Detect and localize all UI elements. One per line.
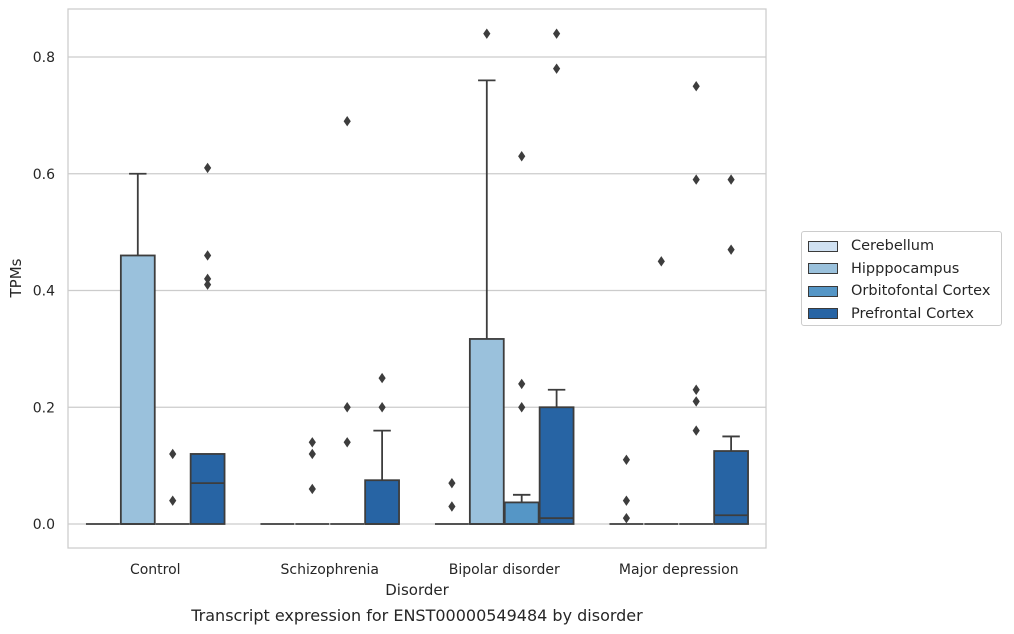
outlier-point — [343, 402, 351, 413]
box-body — [364, 479, 400, 525]
y-tick-labels: 0.0 0.2 0.4 0.6 0.8 — [33, 50, 55, 533]
box — [119, 172, 156, 525]
outlier-point — [518, 402, 526, 413]
outlier-point — [622, 454, 630, 465]
x-tick-label: Bipolar disorder — [449, 562, 560, 578]
outlier-point — [622, 495, 630, 506]
outlier-point — [657, 256, 665, 267]
legend-label-cerebellum: Cerebellum — [851, 238, 935, 255]
box-body — [119, 254, 156, 525]
outlier-point — [692, 425, 700, 436]
legend-swatch-prefrontal — [808, 308, 838, 320]
legend-swatch-hippocampus — [808, 263, 838, 275]
x-tick-label: Major depression — [619, 562, 739, 578]
x-tick-label: Schizophrenia — [281, 562, 379, 578]
outlier-point — [308, 483, 316, 495]
box — [503, 493, 540, 525]
outlier-point — [169, 448, 177, 460]
outlier-point — [518, 378, 526, 390]
x-tick-labels: Control Schizophrenia Bipolar disorder Majo… — [130, 562, 739, 578]
legend: Cerebellum Hipppocampus Orbitofontal Cor… — [801, 231, 1002, 326]
y-tick-label: 0.0 — [33, 517, 55, 533]
box — [364, 429, 400, 525]
boxes — [85, 79, 749, 525]
outlier-point — [378, 372, 386, 384]
chart-caption: Transcript expression for ENST0000054948… — [191, 606, 643, 625]
y-axis-label: TPMs — [7, 258, 25, 298]
legend-item-cerebellum: Cerebellum — [808, 235, 1001, 258]
outlier-point — [448, 501, 456, 512]
y-tick-label: 0.2 — [33, 400, 55, 416]
legend-item-hippocampus: Hipppocampus — [808, 258, 1001, 281]
outlier-point — [692, 384, 700, 395]
y-tick-label: 0.6 — [33, 167, 55, 183]
outlier-point — [553, 28, 561, 39]
outlier-point — [169, 495, 177, 506]
legend-swatch-cerebellum — [808, 240, 838, 252]
outlier-point — [378, 402, 386, 413]
y-tick-label: 0.4 — [33, 284, 55, 300]
box-body — [189, 453, 226, 525]
box-body — [468, 338, 505, 525]
x-tick-label: Control — [130, 562, 181, 578]
legend-label-prefrontal: Prefrontal Cortex — [851, 305, 974, 322]
outlier-point — [692, 396, 700, 407]
outlier-point — [622, 512, 630, 524]
outlier-point — [308, 437, 316, 448]
outlier-point — [553, 63, 561, 74]
legend-swatch-orbitofrontal — [808, 285, 838, 297]
legend-item-orbitofrontal: Orbitofontal Cortex — [808, 280, 1001, 303]
outlier-point — [204, 162, 212, 174]
box-body — [538, 406, 575, 525]
box-body — [503, 501, 540, 525]
box — [468, 79, 505, 525]
box — [538, 388, 575, 525]
y-tick-label: 0.8 — [33, 50, 55, 66]
outlier-point — [727, 174, 735, 185]
outlier-point — [727, 244, 735, 255]
outliers — [169, 28, 735, 524]
outlier-point — [204, 279, 212, 290]
outlier-point — [343, 116, 351, 127]
box-body — [713, 450, 749, 525]
outlier-point — [692, 80, 700, 92]
outlier-point — [692, 174, 700, 185]
outlier-point — [343, 437, 351, 448]
outlier-point — [204, 273, 212, 285]
outlier-point — [308, 448, 316, 460]
outlier-point — [448, 477, 456, 489]
outlier-point — [483, 28, 491, 39]
box — [713, 435, 749, 525]
legend-label-orbitofrontal: Orbitofontal Cortex — [851, 283, 991, 300]
plot-frame — [67, 8, 767, 549]
legend-item-prefrontal: Prefrontal Cortex — [808, 303, 1001, 326]
x-axis-label: Disorder — [385, 581, 449, 599]
box — [189, 453, 226, 525]
outlier-point — [518, 151, 526, 162]
outlier-point — [204, 250, 212, 261]
legend-label-hippocampus: Hipppocampus — [851, 260, 960, 277]
